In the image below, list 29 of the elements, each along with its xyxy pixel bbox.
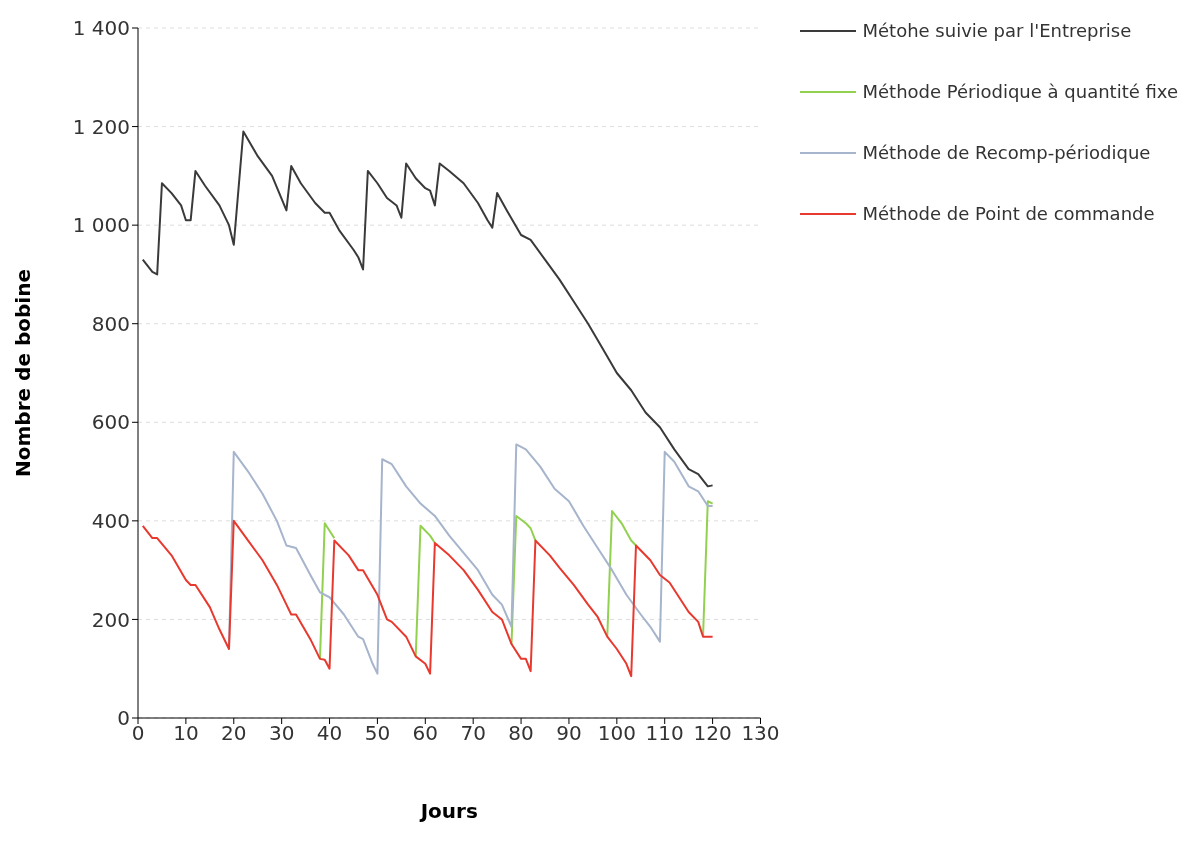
y-tick-label: 1 000	[72, 213, 130, 238]
x-tick-label: 120	[693, 721, 732, 746]
x-tick-label: 90	[556, 721, 582, 746]
x-tick-label: 60	[412, 721, 439, 746]
legend-label: Méthode Périodique à quantité fixe	[862, 81, 1178, 102]
y-tick-label: 800	[91, 311, 130, 336]
legend-label: Métohe suivie par l'Entreprise	[862, 20, 1132, 41]
x-tick-label: 30	[268, 721, 295, 746]
x-tick-label: 10	[173, 721, 199, 746]
y-axis-title: Nombre de bobine	[11, 269, 36, 477]
line-series	[227, 443, 714, 675]
y-tick-label: 1 200	[72, 114, 130, 139]
x-tick-label: 130	[741, 721, 780, 746]
x-tick-label: 40	[316, 721, 343, 746]
x-tick-label: 20	[221, 721, 247, 746]
legend-label: Méthode de Recomp-périodique	[862, 142, 1151, 163]
y-tick-label: 1 400	[72, 16, 130, 41]
x-tick-label: 80	[508, 721, 534, 746]
legend-label: Méthode de Point de commande	[862, 203, 1155, 224]
line-series	[141, 519, 714, 678]
x-tick-label: 50	[364, 721, 391, 746]
line-series	[141, 130, 714, 488]
x-tick-label: 70	[460, 721, 486, 746]
y-tick-label: 600	[91, 410, 130, 435]
y-tick-label: 200	[91, 607, 130, 632]
x-tick-label: 100	[597, 721, 636, 746]
x-axis-title: Jours	[418, 799, 478, 823]
x-tick-label: 110	[645, 721, 684, 746]
y-tick-label: 400	[91, 508, 130, 533]
